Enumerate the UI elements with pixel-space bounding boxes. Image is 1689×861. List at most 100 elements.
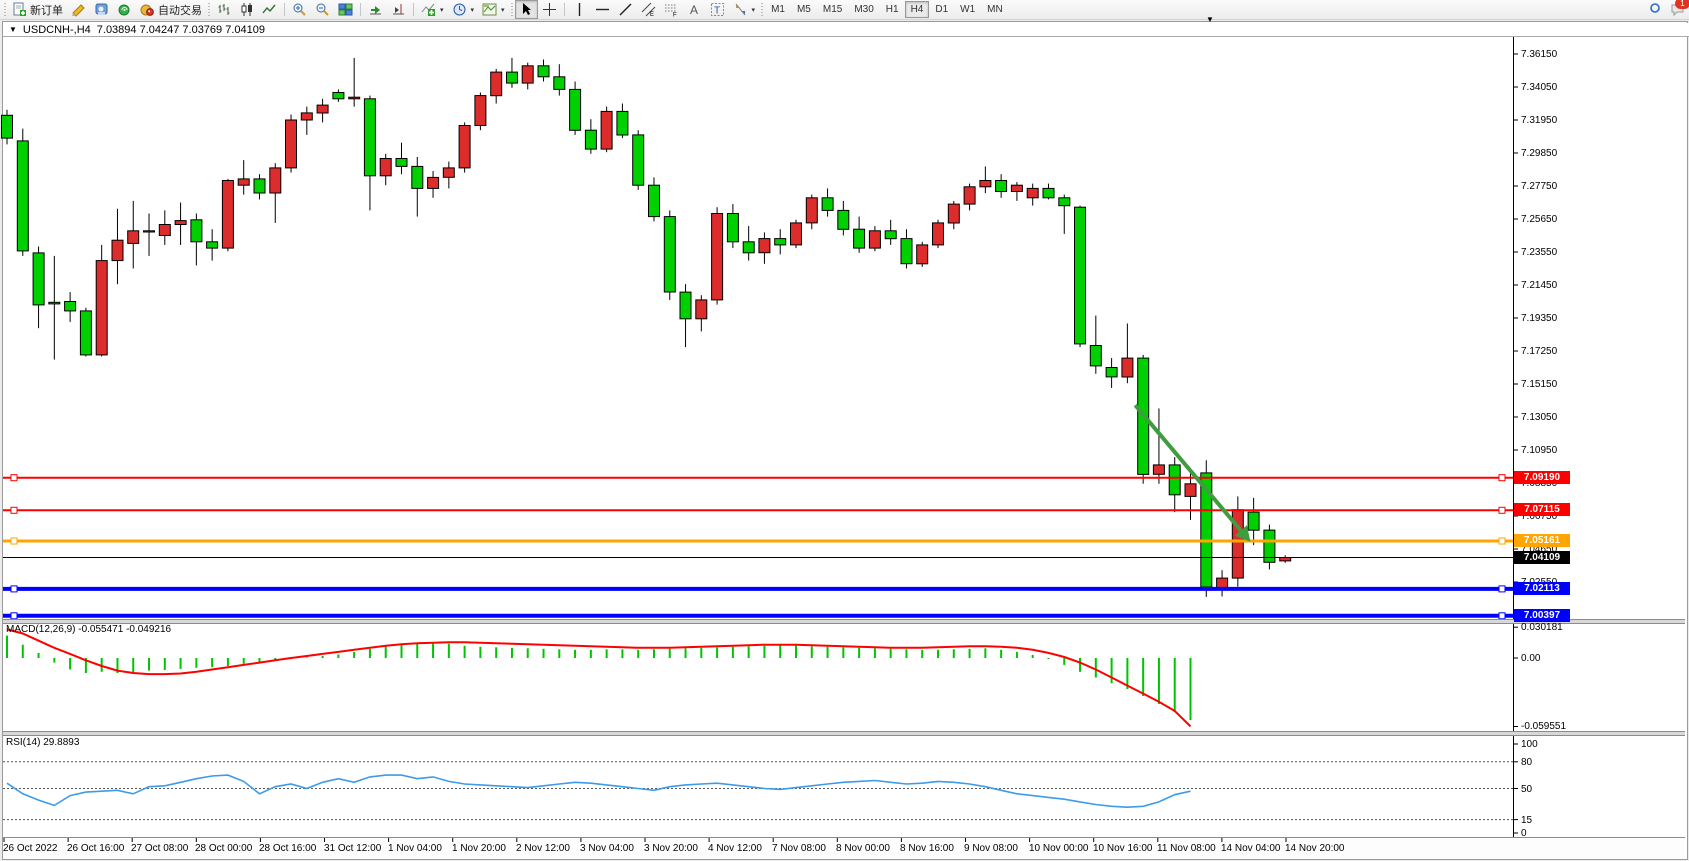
autotrading-label: 自动交易 xyxy=(158,4,202,17)
price-tick-label: 7.27750 xyxy=(1521,181,1558,192)
equidistant-channel-icon: E xyxy=(641,2,655,17)
price-tick-label: 7.13050 xyxy=(1521,412,1558,423)
rsi-tick-label: 0 xyxy=(1521,828,1527,839)
channel-tool-button[interactable]: E xyxy=(637,0,660,19)
templates-dropdown-icon[interactable]: ▾ xyxy=(501,6,505,14)
styler-button[interactable] xyxy=(67,0,90,19)
arrows-tool-button[interactable]: ▾ xyxy=(729,0,760,19)
arrows-dropdown-icon[interactable]: ▾ xyxy=(751,6,756,14)
timeframe-button-mn[interactable]: MN xyxy=(987,4,1003,15)
new-order-icon xyxy=(13,2,26,16)
macd-label: MACD(12,26,9) -0.055471 -0.049216 xyxy=(6,624,172,635)
timeframe-button-m5[interactable]: M5 xyxy=(796,4,811,15)
chart-symbol-period: USDCNH-,H4 xyxy=(22,23,91,36)
hline-price-badge[interactable]: 7.05161 xyxy=(1514,534,1570,547)
toolbar-grip[interactable] xyxy=(510,3,513,16)
vertical-line-tool-button[interactable] xyxy=(568,0,591,19)
search-icon[interactable] xyxy=(1649,2,1664,17)
timeframe-button-d1[interactable]: D1 xyxy=(935,4,949,15)
text-label-tool-button[interactable]: T xyxy=(706,0,729,19)
signal-button[interactable] xyxy=(113,0,136,19)
zoom-out-button[interactable] xyxy=(311,0,334,19)
trendline-tool-button[interactable] xyxy=(614,0,637,19)
notifications-button[interactable]: 1 xyxy=(1670,0,1689,17)
main-toolbar: 新订单 自动交易 ▾ ▾ xyxy=(0,0,1689,20)
zoom-in-icon xyxy=(293,3,306,16)
timeframe-button-m15[interactable]: M15 xyxy=(822,4,843,15)
horizontal-line-tool-button[interactable] xyxy=(591,0,614,19)
hline-price-badge[interactable]: 7.09190 xyxy=(1514,471,1570,484)
text-tool-button[interactable]: A xyxy=(683,0,706,19)
new-order-label: 新订单 xyxy=(30,4,63,17)
hline-price-badge[interactable]: 7.07115 xyxy=(1514,503,1570,516)
tile-windows-icon xyxy=(338,3,353,16)
metaeditor-button[interactable] xyxy=(90,0,113,19)
toolbar-grip[interactable] xyxy=(208,3,210,16)
current-price-badge: 7.04109 xyxy=(1514,551,1570,564)
time-tick-label: 3 Nov 04:00 xyxy=(580,843,634,854)
toolbar-grip[interactable] xyxy=(761,3,764,16)
fibonacci-tool-button[interactable]: F xyxy=(660,0,683,19)
price-tick-label: 7.36150 xyxy=(1521,49,1558,60)
price-tick-label: 7.21450 xyxy=(1521,280,1558,291)
chart-shift-button[interactable] xyxy=(387,0,410,19)
time-tick-label: 7 Nov 08:00 xyxy=(772,843,826,854)
indicators-icon xyxy=(421,3,435,16)
chart-dropdown-arrow[interactable]: ▼ xyxy=(1206,15,1214,24)
time-tick-label: 26 Oct 2022 xyxy=(3,843,58,854)
cursor-tool-button[interactable] xyxy=(514,0,538,19)
hline-price-badge[interactable]: 7.00397 xyxy=(1514,609,1570,622)
line-chart-button[interactable] xyxy=(258,0,281,19)
line-chart-icon xyxy=(262,4,276,14)
time-tick-label: 14 Nov 20:00 xyxy=(1285,843,1345,854)
candlestick-chart-button[interactable] xyxy=(235,0,258,19)
templates-icon xyxy=(482,3,497,16)
periods-button[interactable]: ▾ xyxy=(448,0,479,19)
trendline-icon xyxy=(619,3,632,16)
text-icon: A xyxy=(690,3,698,17)
timeframe-toolbar: M1 M5 M15 M30 H1 H4 D1 W1 MN xyxy=(765,1,1009,18)
svg-text:T: T xyxy=(714,6,720,17)
tile-windows-button[interactable] xyxy=(334,0,357,19)
toolbar-grip[interactable] xyxy=(4,3,6,16)
time-axis[interactable] xyxy=(3,838,1685,858)
zoom-in-button[interactable] xyxy=(288,0,311,19)
auto-scroll-button[interactable] xyxy=(364,0,387,19)
time-tick-label: 8 Nov 16:00 xyxy=(900,843,954,854)
timeframe-button-h1[interactable]: H1 xyxy=(885,4,899,15)
new-order-button[interactable]: 新订单 xyxy=(8,0,67,19)
time-tick-label: 11 Nov 08:00 xyxy=(1157,843,1216,854)
timeframe-button-m1[interactable]: M1 xyxy=(771,4,785,15)
crosshair-tool-button[interactable] xyxy=(538,0,561,19)
macd-tick-label: -0.059551 xyxy=(1521,721,1567,732)
macd-panel-splitter[interactable] xyxy=(3,619,1685,624)
price-tick-label: 7.10950 xyxy=(1521,445,1558,456)
autotrading-button[interactable]: 自动交易 xyxy=(136,0,206,19)
hline-price-badge[interactable]: 7.02113 xyxy=(1514,582,1570,595)
toolbar-right-group: 1 xyxy=(1649,0,1689,17)
bar-chart-button[interactable] xyxy=(212,0,235,19)
rsi-panel-splitter[interactable] xyxy=(3,731,1685,736)
timeframe-button-h4[interactable]: H4 xyxy=(904,1,930,18)
time-tick-label: 27 Oct 08:00 xyxy=(131,843,189,854)
indicators-dropdown-icon[interactable]: ▾ xyxy=(440,6,444,14)
timeframe-button-w1[interactable]: W1 xyxy=(960,4,976,15)
symbol-dropdown-icon[interactable]: ▼ xyxy=(9,25,17,34)
time-tick-label: 3 Nov 20:00 xyxy=(644,843,698,854)
auto-scroll-icon xyxy=(370,6,381,15)
macd-tick-label: 0.030181 xyxy=(1521,622,1563,633)
crayon-icon xyxy=(72,4,85,17)
time-tick-label: 8 Nov 00:00 xyxy=(836,843,890,854)
price-tick-label: 7.25650 xyxy=(1521,214,1558,225)
toolbar-separator xyxy=(563,3,565,16)
bar-chart-icon xyxy=(218,4,230,15)
time-tick-label: 31 Oct 12:00 xyxy=(324,843,382,854)
templates-button[interactable]: ▾ xyxy=(478,0,509,19)
timeframe-button-m30[interactable]: M30 xyxy=(854,4,874,15)
indicators-button[interactable]: ▾ xyxy=(417,0,448,19)
notification-badge: 1 xyxy=(1675,0,1689,9)
periods-dropdown-icon[interactable]: ▾ xyxy=(470,6,475,14)
chart-titlebar: ▼ USDCNH-,H4 7.03894 7.04247 7.03769 7.0… xyxy=(3,23,1689,37)
